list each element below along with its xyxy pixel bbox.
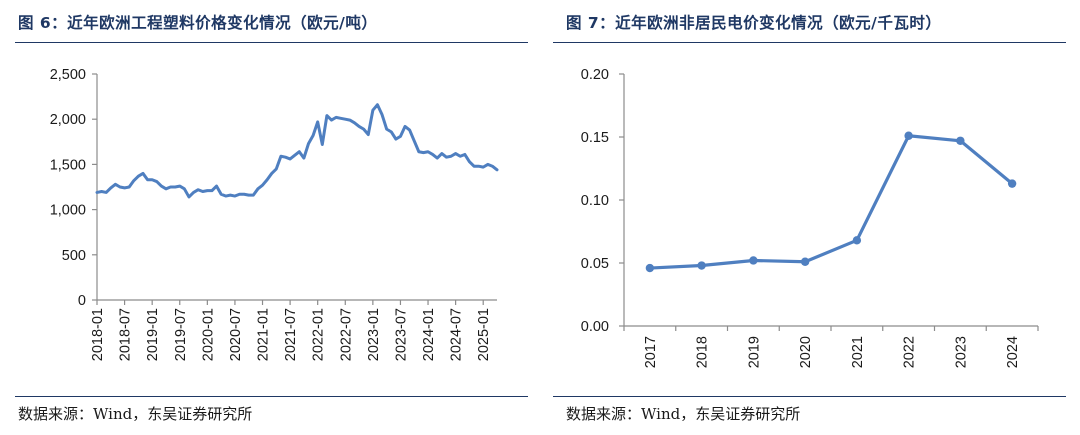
y-tick-label: 500 — [62, 248, 86, 264]
figure-7-source: 数据来源：Wind，东吴证券研究所 — [566, 405, 801, 423]
data-point-marker — [697, 261, 706, 270]
data-point-marker — [904, 131, 913, 140]
x-tick-label: 2018 — [695, 336, 711, 368]
figure-7-title-rule — [553, 42, 1066, 43]
data-point-marker — [1007, 179, 1017, 188]
x-tick-label: 2018-07 — [118, 308, 134, 361]
x-tick-label: 2023-01 — [366, 308, 382, 361]
y-tick-label: 0.15 — [581, 130, 609, 146]
data-point-marker — [800, 257, 810, 266]
x-tick-label: 2024 — [1005, 336, 1021, 368]
y-tick-label: 0.00 — [581, 319, 609, 335]
data-point-marker — [956, 136, 965, 145]
figure-6-source-rule — [15, 396, 528, 397]
figure-6-chart: 0 500 1,000 1,500 2,000 2,500 2018-01 2018-07 20… — [50, 67, 499, 361]
y-tick-label: 2,500 — [50, 67, 86, 83]
x-tick-label: 2020 — [798, 336, 814, 368]
x-tick-label: 2018-01 — [90, 308, 106, 361]
electricity-price-line — [648, 134, 1014, 270]
figure-7-panel: 图 7：近年欧洲非居民电价变化情况（欧元/千瓦时） 0.00 0.05 0.10 0.… — [548, 0, 1080, 435]
data-point-marker — [852, 236, 862, 245]
x-tick-label: 2024-01 — [421, 308, 437, 361]
y-tick-label: 0.10 — [581, 193, 609, 209]
x-tick-label: 2021 — [850, 336, 866, 368]
y-tick-label: 2,000 — [50, 112, 86, 128]
x-tick-label: 2021-01 — [256, 308, 272, 361]
x-tick-label: 2020-01 — [200, 308, 216, 361]
x-tick-label: 2017 — [643, 336, 659, 368]
figure-7-title: 图 7：近年欧洲非居民电价变化情况（欧元/千瓦时） — [566, 14, 942, 32]
figure-6-panel: 图 6：近年欧洲工程塑料价格变化情况（欧元/吨） 0 500 1,000 1,500 2… — [15, 14, 528, 423]
y-tick-label: 0 — [78, 293, 86, 309]
x-tick-label: 2019 — [746, 336, 762, 368]
data-point-marker — [645, 263, 655, 273]
x-tick-label: 2021-07 — [283, 308, 299, 361]
figure-6-source: 数据来源：Wind，东吴证券研究所 — [18, 405, 253, 423]
figure-6-title: 图 6：近年欧洲工程塑料价格变化情况（欧元/吨） — [18, 14, 378, 32]
x-tick-label: 2020-07 — [228, 308, 244, 361]
x-tick-label: 2023-07 — [393, 308, 409, 361]
price-series-line — [95, 103, 499, 199]
figure-6-title-rule — [15, 42, 528, 43]
x-tick-label: 2023 — [953, 336, 969, 368]
y-tick-label: 1,500 — [50, 157, 86, 173]
x-tick-label: 2022-01 — [311, 308, 327, 361]
x-tick-label: 2025-01 — [476, 308, 492, 361]
figure-7-source-rule — [553, 396, 1066, 397]
y-tick-label: 1,000 — [50, 203, 86, 219]
data-point-marker — [749, 256, 758, 265]
y-tick-label: 0.05 — [581, 256, 609, 272]
x-tick-label: 2022-07 — [338, 308, 354, 361]
x-tick-label: 2022 — [902, 336, 918, 368]
x-tick-label: 2019-01 — [145, 308, 161, 361]
figure-7-chart: 0.00 0.05 0.10 0.15 0.20 2017 2018 2019 2020 2021… — [581, 67, 1039, 368]
x-tick-label: 2019-07 — [173, 308, 189, 361]
x-tick-label: 2024-07 — [449, 308, 465, 361]
y-tick-label: 0.20 — [581, 67, 609, 83]
